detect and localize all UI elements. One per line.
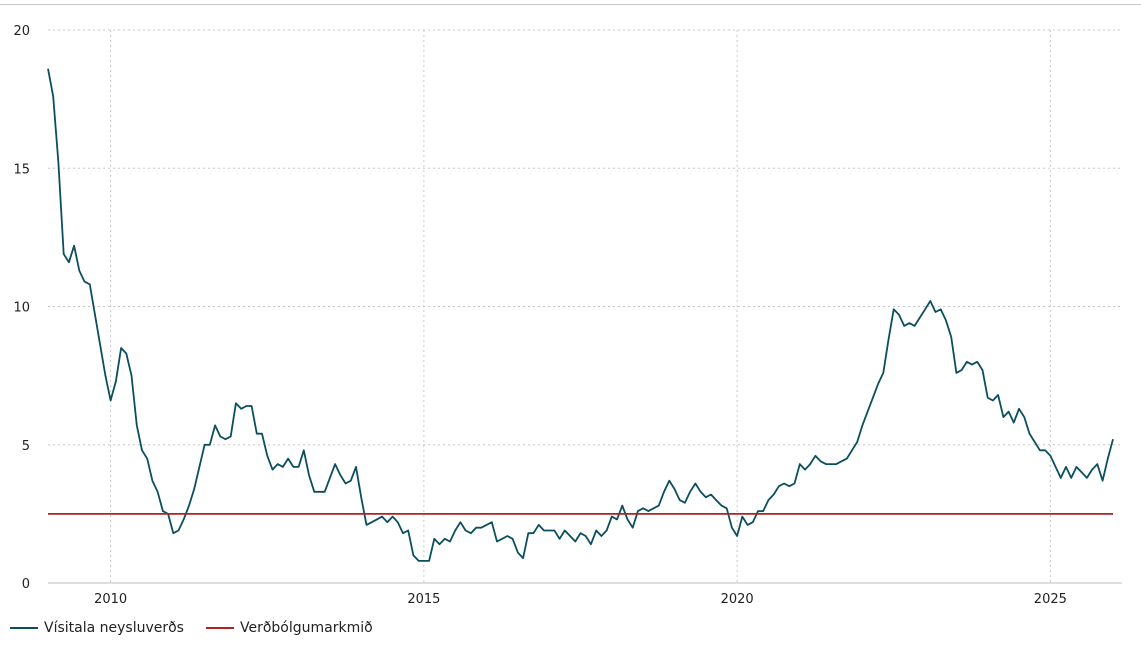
legend-swatch-cpi (10, 627, 38, 629)
x-tick-label: 2025 (1034, 592, 1067, 607)
legend-swatch-target (205, 627, 234, 629)
series-line-cpi (47, 68, 1114, 562)
y-tick-label: 10 (13, 301, 30, 316)
x-tick-label: 2020 (721, 592, 754, 607)
legend-label-target: Verðbólgumarkmið (239, 620, 373, 636)
y-tick-label: 20 (13, 24, 30, 39)
x-tick-label: 2010 (94, 592, 127, 607)
legend-label-cpi: Vísitala neysluverðs (44, 620, 184, 636)
legend-item-target[interactable]: Verðbólgumarkmið (205, 620, 373, 636)
legend: Vísitala neysluverðs Verðbólgumarkmið (10, 620, 373, 636)
y-axis: 0 5 10 15 20 (13, 24, 30, 592)
legend-item-cpi[interactable]: Vísitala neysluverðs (10, 620, 184, 636)
grid (48, 29, 1122, 584)
y-tick-label: 15 (13, 162, 30, 177)
x-tick-label: 2015 (407, 592, 440, 607)
series-group (47, 68, 1114, 562)
x-axis: 2010 2015 2020 2025 (94, 592, 1067, 607)
y-tick-label: 5 (22, 439, 30, 454)
y-tick-label: 0 (22, 577, 30, 592)
